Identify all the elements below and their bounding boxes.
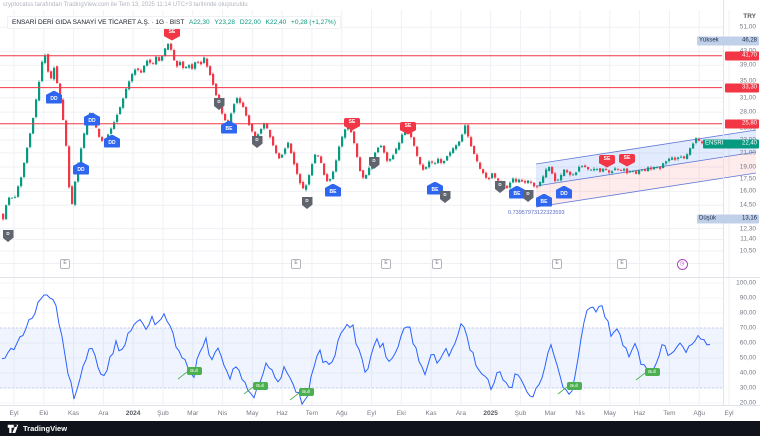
ohlc-low: D22,00 (239, 19, 261, 26)
channel-line[interactable] (535, 151, 757, 187)
ohlc-high: Y23,28 (214, 19, 236, 26)
channel-upper-fill[interactable] (536, 130, 756, 186)
price-tick: 16,00 (739, 187, 756, 195)
alert-price-label[interactable]: 33,30 (725, 83, 759, 93)
tradingview-brand[interactable]: TradingView (23, 424, 68, 433)
price-tick: 51,00 (739, 23, 756, 31)
rsi-tick: 80,00 (739, 309, 756, 317)
price-tick: 11,40 (740, 235, 756, 243)
rsi-tick: 30,00 (739, 384, 756, 392)
alert-price-label[interactable]: 41,70 (725, 51, 759, 61)
rsi-tick: 20,00 (739, 399, 756, 407)
bull-connector (289, 392, 300, 401)
price-tick: 28,00 (739, 108, 756, 116)
time-tick: 2025 (483, 410, 498, 417)
price-axis[interactable]: TRY 51,0043,0039,0035,0031,0028,0025,002… (697, 0, 760, 421)
channel-lower-fill[interactable] (536, 152, 756, 207)
currency-label: TRY (743, 13, 756, 20)
bull-connector (243, 386, 254, 395)
fib-level-annotation[interactable]: 0.73957973122323593 (508, 210, 565, 216)
time-tick: Ağu (335, 410, 348, 417)
price-tick: 35,00 (739, 77, 756, 85)
time-tick: Ara (455, 410, 466, 417)
time-tick: 2024 (125, 410, 141, 417)
price-tick: 31,00 (739, 94, 756, 102)
rsi-line[interactable] (1, 294, 711, 406)
time-tick: Mar (187, 410, 199, 417)
time-tick: Eyl (9, 410, 19, 417)
price-tick: 21,00 (739, 149, 756, 157)
time-tick: Şub (157, 410, 169, 417)
price-tick: 17,50 (739, 175, 756, 183)
alert-price-label[interactable]: 25,80 (725, 119, 759, 129)
price-change: +0,28 (+1,27%) (291, 19, 336, 26)
bull-connector (635, 372, 646, 381)
symbol-title: ENSARİ DERİ GIDA SANAYİ VE TİCARET A.Ş. … (12, 19, 185, 26)
axis-separator (723, 0, 724, 421)
rsi-tick: 90,00 (739, 294, 756, 302)
ohlc-close: K22,40 (265, 19, 287, 26)
price-tick: 10,50 (739, 247, 756, 255)
time-tick: Haz (633, 410, 646, 417)
price-tick: 12,30 (739, 225, 756, 233)
channel-line[interactable] (535, 129, 757, 165)
time-axis[interactable]: Eyl Eki Kas Ara 2024 Şub Mar Nis May Haz Tem Ağu Eyl… (0, 405, 760, 422)
rsi-tick: 100,00 (736, 279, 756, 287)
time-tick: Kas (425, 410, 437, 417)
tradingview-logo-icon[interactable] (7, 423, 19, 434)
low-price-label[interactable]: Düşük 13,16 (697, 214, 759, 224)
time-tick: May (603, 410, 616, 417)
time-tick: Eyl (724, 410, 734, 417)
price-tick: 14,50 (739, 201, 756, 209)
time-tick: Ağu (693, 410, 705, 417)
last-price-label[interactable]: ENSRI 22,40 (703, 139, 759, 149)
time-tick: Nis (575, 410, 585, 417)
price-tick: 19,00 (739, 163, 756, 171)
time-tick: Şub (514, 410, 527, 417)
bull-connector (177, 371, 188, 380)
time-tick: Eyl (366, 410, 377, 417)
time-tick: Eki (396, 410, 406, 417)
high-price-label[interactable]: Yüksek 46,28 (697, 36, 759, 46)
time-tick: Nis (217, 410, 228, 417)
snapshot-watermark: cryptocatss tarafından TradingView.com i… (3, 2, 248, 8)
footer-bar: TradingView (0, 421, 760, 436)
time-tick: Mar (544, 410, 556, 417)
time-tick: Tem (305, 410, 319, 417)
bull-connector (557, 386, 568, 395)
time-tick: Eki (39, 410, 49, 417)
price-tick: 39,00 (739, 61, 756, 69)
rsi-tick: 60,00 (739, 339, 756, 347)
rsi-tick: 50,00 (739, 354, 756, 362)
time-tick: Ara (98, 410, 109, 417)
rsi-tick: 40,00 (739, 369, 756, 377)
time-tick: Tem (663, 410, 676, 417)
channel-line[interactable] (535, 172, 757, 208)
ohlc-open: A22,30 (189, 19, 210, 26)
time-tick: Haz (276, 410, 288, 417)
candles-group (2, 42, 716, 221)
time-tick: May (246, 410, 259, 417)
rsi-tick: 70,00 (739, 324, 756, 332)
symbol-legend[interactable]: ENSARİ DERİ GIDA SANAYİ VE TİCARET A.Ş. … (7, 16, 341, 29)
time-tick: Kas (67, 410, 80, 417)
